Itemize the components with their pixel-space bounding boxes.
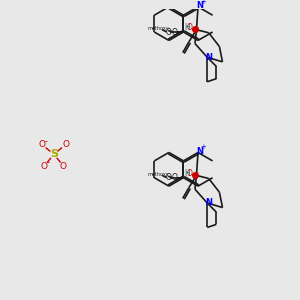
Text: O: O — [187, 169, 193, 178]
Text: +: + — [200, 144, 206, 150]
Text: N: N — [205, 53, 212, 62]
Text: O: O — [166, 28, 171, 37]
Text: O: O — [187, 23, 193, 32]
Text: H: H — [184, 169, 190, 178]
Text: S: S — [50, 149, 58, 159]
Text: O: O — [41, 162, 48, 171]
Text: N: N — [205, 199, 212, 208]
Text: N: N — [196, 146, 203, 155]
Text: -: - — [45, 137, 48, 146]
Text: methoxy: methoxy — [148, 26, 169, 31]
Text: H: H — [184, 23, 190, 32]
Text: O: O — [172, 28, 178, 37]
Text: O: O — [172, 173, 178, 182]
Text: -: - — [47, 158, 50, 167]
Text: O: O — [166, 173, 171, 182]
Text: N: N — [196, 1, 203, 10]
Text: O: O — [39, 140, 46, 149]
Text: O: O — [60, 162, 67, 171]
Text: methoxy: methoxy — [148, 172, 169, 177]
Text: O: O — [62, 140, 69, 149]
Text: +: + — [200, 0, 206, 4]
